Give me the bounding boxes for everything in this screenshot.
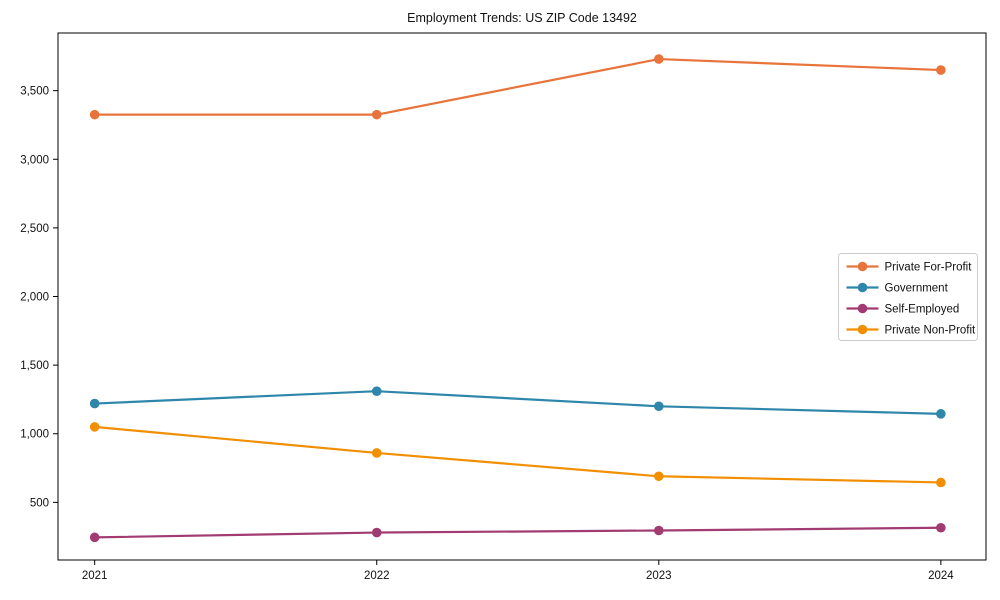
data-point-private-non-profit xyxy=(89,422,100,432)
x-tick-label: 2021 xyxy=(82,570,108,582)
legend-marker xyxy=(857,261,868,272)
data-point-self-employed xyxy=(89,532,100,543)
x-tick-label: 2022 xyxy=(364,570,390,582)
y-tick-label: 3,500 xyxy=(20,86,49,98)
series-line-self-employed xyxy=(94,526,941,539)
data-point-government xyxy=(89,398,100,409)
series-line-private-for-profit xyxy=(94,57,941,116)
series-line-government xyxy=(94,390,941,415)
legend-item-government: Government xyxy=(846,282,949,295)
x-tick-label: 2024 xyxy=(928,570,954,582)
legend-label: Government xyxy=(885,283,949,295)
y-tick-label: 2,500 xyxy=(20,223,49,235)
data-point-private-for-profit xyxy=(371,109,382,120)
data-point-government xyxy=(936,409,946,419)
legend-label: Private For-Profit xyxy=(885,262,973,274)
data-point-private-for-profit xyxy=(936,65,946,75)
data-point-government xyxy=(371,386,382,396)
y-tick-label: 2,000 xyxy=(20,292,49,304)
legend-item-private-for-profit: Private For-Profit xyxy=(846,261,973,274)
y-tick-label: 1,000 xyxy=(20,429,49,441)
x-tick-label: 2023 xyxy=(646,570,672,582)
data-point-private-non-profit xyxy=(654,471,664,482)
series-line-private-non-profit xyxy=(94,425,941,484)
data-point-private-non-profit xyxy=(936,477,946,488)
y-tick-label: 500 xyxy=(30,497,49,509)
legend-label: Self-Employed xyxy=(885,304,960,316)
legend-marker xyxy=(857,282,868,293)
data-point-government xyxy=(654,401,664,412)
y-tick-label: 3,000 xyxy=(20,154,49,166)
legend-marker xyxy=(857,303,868,314)
data-point-self-employed xyxy=(371,527,382,538)
data-point-private-non-profit xyxy=(371,448,382,458)
legend-marker xyxy=(857,324,868,335)
data-point-private-for-profit xyxy=(654,54,664,64)
legend-item-private-non-profit: Private Non-Profit xyxy=(846,324,977,337)
legend: Private For-Profit Government Self-Employe… xyxy=(838,253,978,341)
legend-item-self-employed: Self-Employed xyxy=(846,303,960,316)
y-tick-label: 1,500 xyxy=(20,360,49,372)
data-point-self-employed xyxy=(936,522,946,533)
data-point-self-employed xyxy=(654,525,664,536)
data-point-private-for-profit xyxy=(89,109,100,120)
legend-label: Private Non-Profit xyxy=(885,325,977,337)
legend-box xyxy=(838,253,978,341)
chart-title: Employment Trends: US ZIP Code 13492 xyxy=(407,11,637,25)
